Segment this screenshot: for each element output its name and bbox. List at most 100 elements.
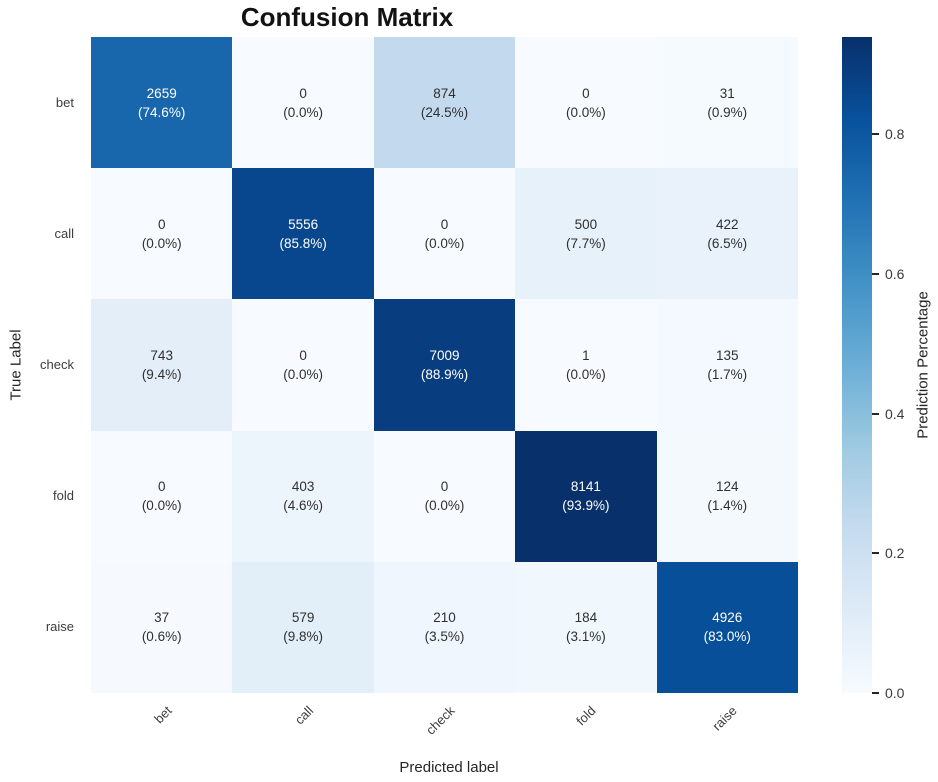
heatmap-cell-fold-fold: 8141 (93.9%) bbox=[515, 430, 657, 562]
cell-percent: (0.0%) bbox=[283, 366, 323, 382]
colorbar-gradient bbox=[842, 37, 872, 693]
cell-count: 874 bbox=[433, 85, 456, 101]
cell-count: 579 bbox=[291, 610, 315, 626]
cell-percent: (24.5%) bbox=[420, 104, 469, 120]
colorbar-tick-mark bbox=[872, 552, 879, 555]
y-tick-bet: bet bbox=[55, 94, 74, 110]
cell-count: 500 bbox=[574, 216, 598, 232]
heatmap-cell-raise-check: 210 (3.5%) bbox=[373, 561, 516, 693]
cell-percent: (88.9%) bbox=[420, 366, 469, 382]
cell-percent: (0.0%) bbox=[141, 498, 182, 514]
cell-count: 4926 bbox=[712, 610, 743, 626]
cell-count: 37 bbox=[154, 610, 170, 626]
heatmap-cell-bet-call: 0 (0.0%) bbox=[232, 37, 374, 169]
cell-percent: (1.7%) bbox=[707, 366, 748, 382]
cell-count: 422 bbox=[716, 216, 739, 232]
cell-count: 0 bbox=[157, 216, 166, 232]
heatmap-cell-fold-call: 403 (4.6%) bbox=[232, 430, 374, 562]
heatmap-cell-check-check: 7009 (88.9%) bbox=[373, 299, 516, 431]
x-tick-check: check bbox=[422, 703, 458, 738]
cell-count: 124 bbox=[716, 479, 739, 495]
heatmap-cell-fold-check: 0 (0.0%) bbox=[373, 430, 516, 562]
cell-count: 135 bbox=[716, 347, 739, 363]
y-axis-title: True Label bbox=[7, 329, 25, 401]
cell-percent: (0.0%) bbox=[424, 235, 465, 251]
colorbar-tick-mark bbox=[872, 272, 879, 275]
cell-count: 1 bbox=[582, 347, 590, 363]
cell-count: 210 bbox=[433, 610, 456, 626]
heatmap-cell-bet-raise: 31 (0.9%) bbox=[656, 37, 798, 169]
heatmap-cell-call-raise: 422 (6.5%) bbox=[656, 168, 798, 300]
cell-percent: (3.1%) bbox=[566, 629, 606, 645]
cell-percent: (0.0%) bbox=[283, 104, 323, 120]
heatmap-cell-bet-fold: 0 (0.0%) bbox=[515, 37, 657, 169]
cell-percent: (9.4%) bbox=[141, 366, 182, 382]
cell-count: 0 bbox=[299, 85, 307, 101]
cell-percent: (6.5%) bbox=[707, 235, 748, 251]
x-tick-raise: raise bbox=[709, 703, 740, 734]
y-tick-fold: fold bbox=[53, 488, 74, 504]
cell-percent: (83.0%) bbox=[703, 629, 751, 645]
y-tick-raise: raise bbox=[45, 619, 74, 635]
cell-count: 8141 bbox=[570, 479, 601, 495]
heatmap-cell-call-fold: 500 (7.7%) bbox=[515, 168, 657, 300]
x-tick-call: call bbox=[291, 703, 316, 728]
y-tick-call: call bbox=[54, 225, 74, 241]
cell-percent: (4.6%) bbox=[283, 498, 323, 514]
colorbar-tick-mark bbox=[872, 412, 879, 415]
cell-percent: (9.8%) bbox=[283, 629, 323, 645]
y-axis-tick-labels: bet call check fold raise bbox=[0, 0, 80, 782]
heatmap-grid: 2659 (74.6%) 0 (0.0%) 874 (24.5%) 0 (0.0%) 31 (0.… bbox=[91, 37, 798, 693]
colorbar-tick-label-0.4: 0.4 bbox=[885, 405, 905, 422]
heatmap-cell-call-call: 5556 (85.8%) bbox=[232, 168, 374, 300]
cell-count: 0 bbox=[440, 216, 449, 232]
x-tick-bet: bet bbox=[150, 703, 175, 727]
cell-count: 0 bbox=[440, 479, 449, 495]
heatmap-cell-call-check: 0 (0.0%) bbox=[373, 168, 516, 300]
heatmap-cell-raise-bet: 37 (0.6%) bbox=[91, 561, 233, 693]
cell-count: 403 bbox=[291, 479, 315, 495]
cell-percent: (93.9%) bbox=[562, 498, 610, 514]
cell-percent: (0.0%) bbox=[141, 235, 182, 251]
cell-count: 7009 bbox=[429, 347, 460, 363]
cell-percent: (3.5%) bbox=[424, 629, 465, 645]
cell-count: 31 bbox=[719, 85, 735, 101]
heatmap-cell-check-raise: 135 (1.7%) bbox=[656, 299, 798, 431]
cell-count: 184 bbox=[574, 610, 598, 626]
cell-count: 5556 bbox=[288, 216, 319, 232]
heatmap-cell-raise-fold: 184 (3.1%) bbox=[515, 561, 657, 693]
cell-count: 0 bbox=[299, 347, 307, 363]
cell-percent: (0.0%) bbox=[566, 104, 606, 120]
colorbar-tick-label-0.6: 0.6 bbox=[885, 265, 905, 282]
x-tick-fold: fold bbox=[573, 703, 599, 729]
cell-count: 743 bbox=[150, 347, 173, 363]
heatmap-cell-fold-raise: 124 (1.4%) bbox=[656, 430, 798, 562]
colorbar-tick-mark bbox=[872, 133, 879, 136]
colorbar-label: Prediction Percentage bbox=[914, 291, 932, 439]
cell-percent: (74.6%) bbox=[138, 104, 186, 120]
colorbar-tick-mark bbox=[872, 692, 879, 694]
colorbar-tick-label-0.2: 0.2 bbox=[885, 545, 905, 562]
heatmap-cell-check-bet: 743 (9.4%) bbox=[91, 299, 233, 431]
heatmap-cell-check-fold: 1 (0.0%) bbox=[515, 299, 657, 431]
x-axis-title: Predicted label bbox=[399, 759, 499, 776]
cell-count: 2659 bbox=[146, 85, 177, 101]
cell-percent: (7.7%) bbox=[566, 235, 606, 251]
cell-count: 0 bbox=[582, 85, 590, 101]
cell-percent: (85.8%) bbox=[279, 235, 327, 251]
colorbar-tick-label-0.0: 0.0 bbox=[885, 685, 905, 701]
heatmap-cell-bet-bet: 2659 (74.6%) bbox=[91, 37, 233, 169]
colorbar-tick-label-0.8: 0.8 bbox=[885, 126, 905, 143]
heatmap-cell-raise-call: 579 (9.8%) bbox=[232, 561, 374, 693]
cell-percent: (0.0%) bbox=[566, 366, 606, 382]
y-tick-check: check bbox=[40, 357, 74, 372]
heatmap-cell-fold-bet: 0 (0.0%) bbox=[91, 430, 233, 562]
heatmap-cell-raise-raise: 4926 (83.0%) bbox=[656, 561, 798, 693]
cell-percent: (0.9%) bbox=[707, 104, 748, 120]
chart-title: Confusion Matrix bbox=[240, 2, 454, 32]
cell-percent: (0.6%) bbox=[141, 629, 182, 645]
cell-count: 0 bbox=[157, 479, 166, 495]
cell-percent: (1.4%) bbox=[707, 498, 748, 514]
heatmap-cell-call-bet: 0 (0.0%) bbox=[91, 168, 233, 300]
